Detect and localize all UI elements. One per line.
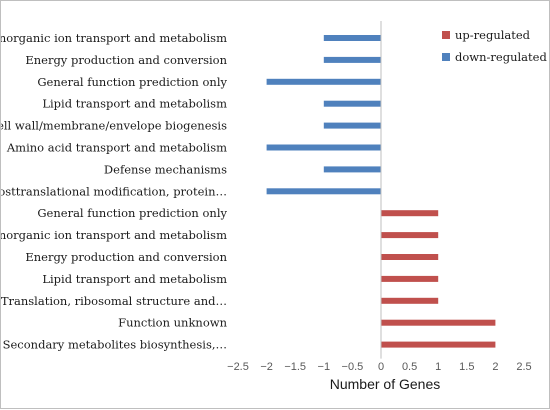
legend: up-regulated down-regulated — [442, 28, 547, 64]
category-label: Lipid transport and metabolism — [42, 272, 227, 286]
x-tick-label: 2 — [492, 361, 498, 373]
bar-up-regulated-14 — [381, 341, 496, 348]
category-label: Cell wall/membrane/envelope biogenesis — [1, 119, 227, 133]
bar-down-regulated-7 — [266, 188, 381, 195]
legend-swatch-up-regulated — [442, 31, 450, 39]
x-tick-label: 0 — [378, 361, 384, 373]
bar-down-regulated-1 — [323, 56, 381, 63]
category-label: Lipid transport and metabolism — [42, 97, 227, 111]
x-tick-label: −1 — [318, 361, 331, 373]
bar-down-regulated-6 — [323, 166, 381, 173]
category-label: Inorganic ion transport and metabolism — [1, 31, 227, 45]
category-label: Posttranslational modification, protein… — [1, 184, 227, 198]
bar-down-regulated-2 — [266, 78, 381, 85]
x-tick-label: 1.5 — [459, 361, 474, 373]
category-label: Function unknown — [118, 316, 227, 330]
category-label: General function prediction only — [37, 75, 227, 89]
x-tick-label: −2 — [260, 361, 273, 373]
bar-up-regulated-8 — [381, 210, 439, 217]
x-tick-label: 2.5 — [516, 361, 531, 373]
bars-group — [266, 35, 496, 348]
x-tick-label: −1.5 — [284, 361, 306, 373]
legend-swatch-down-regulated — [442, 53, 450, 61]
bar-up-regulated-11 — [381, 275, 439, 282]
bar-up-regulated-13 — [381, 319, 496, 326]
bar-up-regulated-10 — [381, 254, 439, 260]
bar-up-regulated-9 — [381, 232, 439, 239]
category-label: Amino acid transport and metabolism — [6, 141, 227, 155]
x-tick-label: 1 — [435, 361, 441, 373]
category-label: Inorganic ion transport and metabolism — [1, 228, 227, 242]
category-label: Energy production and conversion — [25, 53, 227, 67]
category-label: Translation, ribosomal structure and… — [1, 294, 227, 308]
x-tick-label: −0.5 — [342, 361, 364, 373]
category-label: Defense mechanisms — [104, 162, 227, 176]
category-label: Energy production and conversion — [25, 250, 227, 264]
bar-down-regulated-4 — [323, 122, 381, 129]
category-labels: Inorganic ion transport and metabolism En… — [1, 31, 228, 352]
category-label: Secondary metabolites biosynthesis,… — [3, 338, 227, 352]
x-tick-label: −2.5 — [227, 361, 249, 373]
category-label: General function prediction only — [37, 206, 227, 220]
bar-down-regulated-5 — [266, 144, 381, 151]
x-tick-labels: −2.5 −2 −1.5 −1 −0.5 0 0.5 1 1.5 2 2.5 — [227, 361, 532, 373]
bar-down-regulated-3 — [323, 100, 381, 107]
x-tick-label: 0.5 — [402, 361, 417, 373]
bar-up-regulated-12 — [381, 297, 439, 304]
x-axis-title: Number of Genes — [330, 376, 441, 392]
legend-label-up-regulated: up-regulated — [455, 28, 531, 42]
bar-down-regulated-0 — [323, 35, 381, 41]
legend-label-down-regulated: down-regulated — [455, 50, 547, 64]
